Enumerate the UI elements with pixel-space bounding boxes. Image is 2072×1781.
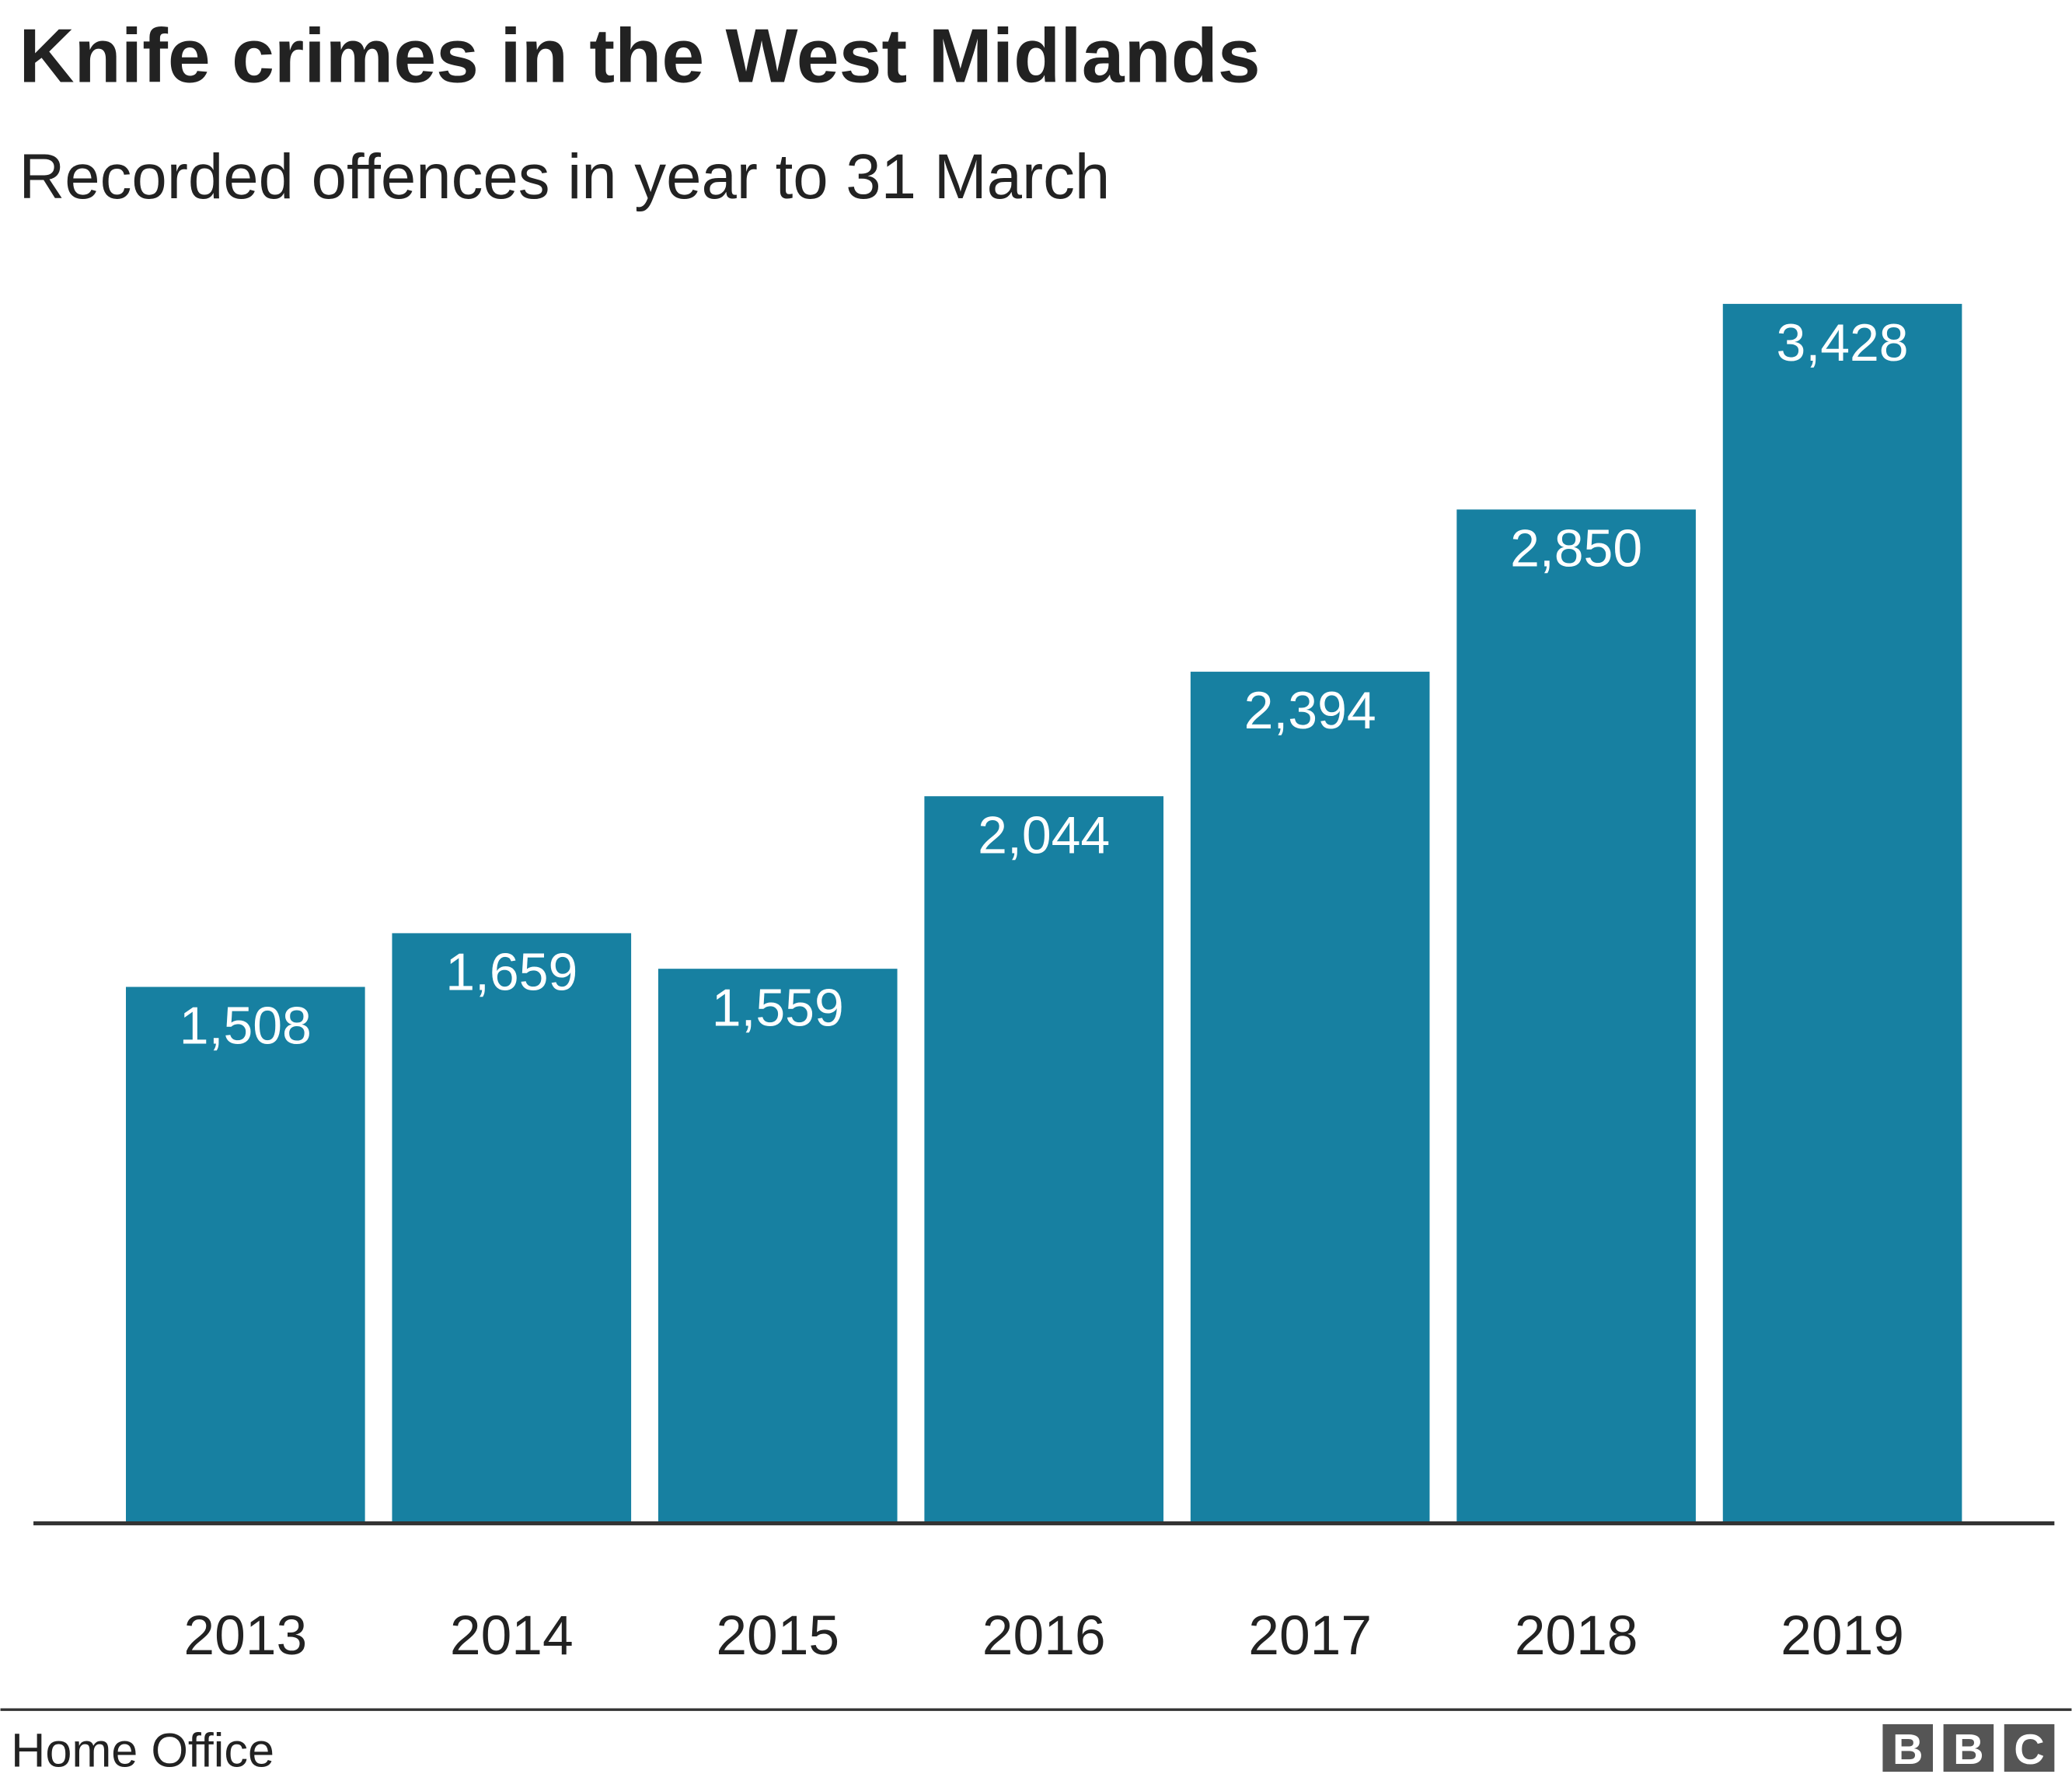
value-label: 2,394 xyxy=(1244,681,1376,740)
source: Home Office xyxy=(11,1723,274,1776)
bar xyxy=(392,933,632,1524)
value-label: 1,559 xyxy=(712,978,844,1037)
value-label: 1,659 xyxy=(445,942,577,1001)
logo-box xyxy=(1882,1723,1933,1772)
bar xyxy=(1722,303,1962,1524)
logo-box xyxy=(1943,1723,1994,1772)
chart-title: Knife crimes in the West Midlands xyxy=(19,12,1260,98)
x-tick-label: 2016 xyxy=(982,1605,1106,1667)
logo-box xyxy=(2004,1723,2055,1772)
bar xyxy=(658,969,898,1524)
value-label: 2,850 xyxy=(1510,519,1642,578)
bar xyxy=(1190,672,1430,1524)
logo: B B C xyxy=(1882,1723,2055,1773)
x-tick-label: 2013 xyxy=(183,1605,307,1667)
x-tick-label: 2015 xyxy=(716,1605,839,1667)
x-tick-label: 2014 xyxy=(450,1605,574,1667)
value-label: 3,428 xyxy=(1777,313,1909,372)
x-tick-label: 2018 xyxy=(1515,1605,1638,1667)
x-tick-label: 2019 xyxy=(1781,1605,1904,1667)
logo-letter: B xyxy=(1953,1726,1983,1773)
bar xyxy=(924,796,1164,1524)
value-label: 2,044 xyxy=(978,805,1110,864)
logo-letter: C xyxy=(2014,1726,2044,1773)
bar xyxy=(1456,509,1696,1524)
logo-letter: B xyxy=(1892,1726,1923,1773)
x-tick-label: 2017 xyxy=(1248,1605,1372,1667)
bar xyxy=(126,987,365,1524)
value-label: 1,508 xyxy=(180,997,312,1056)
chart-subtitle: Recorded offences in year to 31 March xyxy=(19,141,1110,212)
